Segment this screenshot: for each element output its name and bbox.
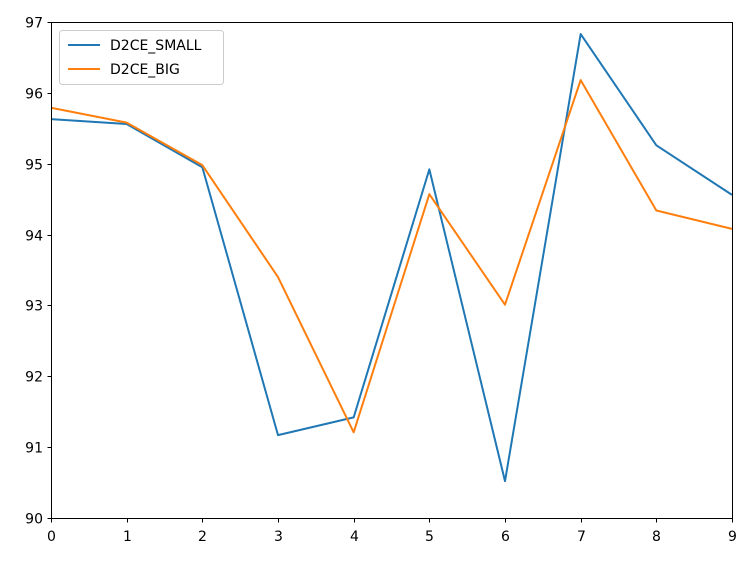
series-line-d2ce-small	[50, 33, 733, 483]
y-tick-label: 97	[25, 16, 43, 32]
x-tick-label: 7	[577, 529, 586, 545]
x-tick-label: 6	[501, 529, 510, 545]
x-tick-label: 8	[652, 529, 661, 545]
legend: D2CE_SMALL D2CE_BIG	[59, 30, 224, 85]
y-tick-label: 96	[25, 87, 43, 103]
y-tick-label: 93	[25, 299, 43, 315]
x-tick-label: 4	[350, 529, 359, 545]
x-tick-label: 5	[425, 529, 434, 545]
y-tick-label: 94	[25, 229, 43, 245]
x-tick-label: 1	[123, 529, 132, 545]
y-tick-label: 90	[25, 512, 43, 528]
y-tick-label: 92	[25, 370, 43, 386]
legend-label: D2CE_BIG	[110, 62, 180, 78]
y-axis: 90 91 92 93 94 95 96 97	[25, 16, 52, 528]
x-tick-label: 0	[47, 529, 56, 545]
y-tick-label: 95	[25, 158, 43, 174]
y-tick-label: 91	[25, 441, 43, 457]
x-tick-label: 3	[274, 529, 283, 545]
plot-area	[50, 33, 733, 483]
x-tick-label: 2	[198, 529, 207, 545]
axes-frame	[51, 22, 733, 519]
legend-box	[59, 30, 224, 85]
x-axis: 0 1 2 3 4 5 6 7 8 9	[47, 518, 737, 545]
series-line-d2ce-big	[50, 79, 733, 434]
x-tick-label: 9	[728, 529, 737, 545]
legend-label: D2CE_SMALL	[110, 38, 202, 54]
